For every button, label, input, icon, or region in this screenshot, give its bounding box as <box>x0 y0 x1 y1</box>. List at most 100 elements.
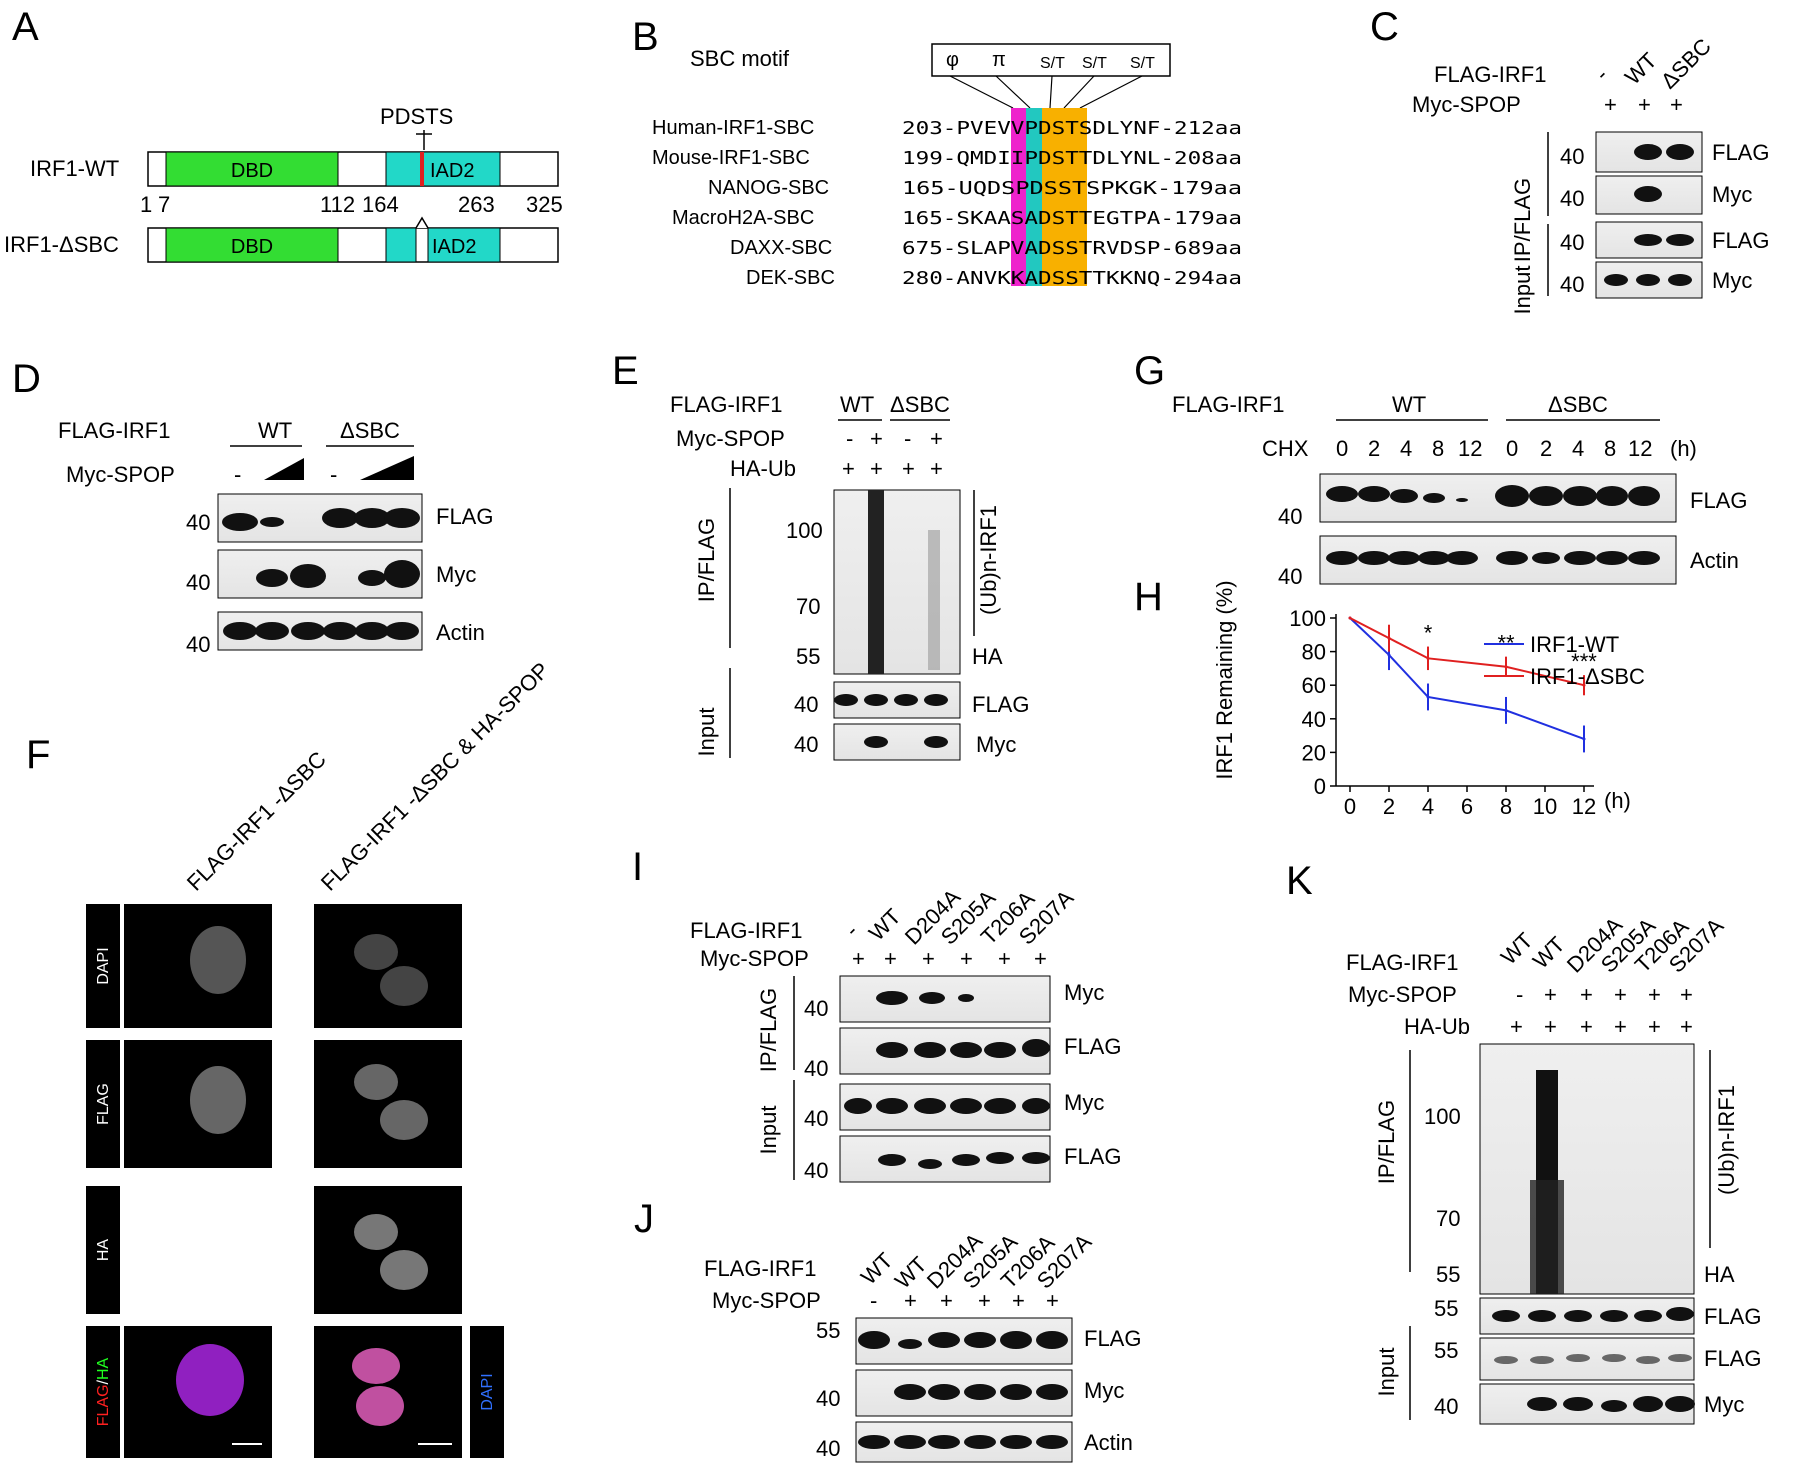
motif-pi: π <box>992 49 1006 71</box>
i-blot-1 <box>839 975 1051 1023</box>
h-x-tick-label: 2 <box>1383 794 1395 819</box>
f-row-merge: FLAG/HA <box>95 1357 112 1426</box>
c-side-input: Input <box>1510 266 1535 315</box>
g-blot-label-1: FLAG <box>1690 488 1747 513</box>
panel-f: F FLAG-IRF1 -ΔSBC FLAG-IRF1 -ΔSBC & HA-S… <box>26 657 554 1458</box>
j-spop-0: - <box>870 1288 877 1313</box>
i-flag-irf1: FLAG-IRF1 <box>690 918 802 943</box>
k-side-input: Input <box>1374 1348 1399 1397</box>
h-point <box>1387 636 1391 640</box>
e-spop-0: - <box>846 426 853 451</box>
seq-3: 165-SKAASADSTTEGTPA-179aa <box>902 208 1242 229</box>
pos-325: 325 <box>526 192 563 217</box>
c-lane-1: WT <box>1620 48 1662 90</box>
k-ub-5: + <box>1680 1014 1693 1039</box>
k-spop-2: + <box>1580 982 1593 1007</box>
seq-name-4: DAXX-SBC <box>730 237 832 259</box>
k-blot-ip <box>1479 1043 1695 1295</box>
i-spop-3: + <box>960 946 973 971</box>
c-mw-1: 40 <box>1560 144 1584 169</box>
pos-112: 112 <box>320 192 355 217</box>
e-myc-spop: Myc-SPOP <box>676 426 785 451</box>
j-blot-label-2: Myc <box>1084 1378 1124 1403</box>
panel-label-f: F <box>26 733 50 777</box>
f-img-flag-2 <box>314 1040 462 1168</box>
h-legend: IRF1-WT IRF1-ΔSBC <box>1484 632 1645 689</box>
motif-box <box>931 43 1171 77</box>
panel-b: B SBC motif φ π S/T S/T S/T Human-IRF1-S… <box>632 15 1242 289</box>
k-mw-100: 100 <box>1424 1104 1461 1129</box>
c-flag-irf1: FLAG-IRF1 <box>1434 62 1546 87</box>
j-spop-4: + <box>1012 1288 1025 1313</box>
irf1-dsbc-label: IRF1-ΔSBC <box>4 232 119 257</box>
k-ub-1: + <box>1544 1014 1557 1039</box>
panel-label-j: J <box>634 1197 654 1241</box>
c-blot-label-2: Myc <box>1712 182 1752 207</box>
c-side-ip: IP/FLAG <box>1510 178 1535 262</box>
f-row-dapi: DAPI <box>95 947 112 984</box>
e-side-ip: IP/FLAG <box>694 518 719 602</box>
c-spop-1: + <box>1638 92 1651 117</box>
e-ub-smear <box>868 490 884 674</box>
k-blot-label-1: FLAG <box>1704 1304 1761 1329</box>
j-mw-1: 55 <box>816 1318 840 1343</box>
panel-g: G FLAG-IRF1 WT ΔSBC CHX 0 2 4 8 12 0 2 4… <box>1134 349 1747 589</box>
j-blot-label-1: FLAG <box>1084 1326 1141 1351</box>
e-group-wt: WT <box>840 392 874 417</box>
e-mw-1: 40 <box>794 692 818 717</box>
c-spop-0: + <box>1604 92 1617 117</box>
h-significance: *** <box>1571 649 1597 674</box>
c-mw-2: 40 <box>1560 186 1584 211</box>
dbd-domain-wt <box>165 151 339 187</box>
pos-164: 164 <box>362 192 399 217</box>
k-spop-5: + <box>1680 982 1693 1007</box>
g-mw-2: 40 <box>1278 564 1302 589</box>
motif-highlight-orange <box>1042 108 1087 286</box>
j-blot-myc <box>855 1369 1073 1417</box>
h-x-tick-label: 10 <box>1533 794 1557 819</box>
h-point <box>1387 653 1391 657</box>
g-blot-label-2: Actin <box>1690 548 1739 573</box>
k-flag-irf1: FLAG-IRF1 <box>1346 950 1458 975</box>
d-flag-irf1: FLAG-IRF1 <box>58 418 170 443</box>
j-blot-flag <box>855 1317 1073 1365</box>
k-mw-2: 55 <box>1434 1338 1458 1363</box>
i-mw-4: 40 <box>804 1158 828 1183</box>
g-t-8: 8 <box>1604 436 1616 461</box>
g-group-dsbc: ΔSBC <box>1548 392 1608 417</box>
j-flag-irf1: FLAG-IRF1 <box>704 1256 816 1281</box>
k-spop-4: + <box>1648 982 1661 1007</box>
j-spop-5: + <box>1046 1288 1059 1313</box>
e-ub-2: + <box>902 456 915 481</box>
g-flag-irf1: FLAG-IRF1 <box>1172 392 1284 417</box>
i-spop-4: + <box>998 946 1011 971</box>
panel-a: A PDSTS IRF1-WT DBD IAD2 1 7 112 164 263… <box>4 5 563 263</box>
f-row-flag: FLAG <box>95 1083 112 1125</box>
panel-h: H IRF1 Remaining (%) 0 2 4 6 8 10 12 0 20 40 60 80 1… <box>1134 575 1645 819</box>
dbd-domain-dsbc <box>165 227 339 263</box>
e-ha-ub: HA-Ub <box>730 456 796 481</box>
g-t-7: 4 <box>1572 436 1584 461</box>
i-blot-label-3: Myc <box>1064 1090 1104 1115</box>
h-axes: 0 2 4 6 8 10 12 0 20 40 60 80 100 <box>1289 606 1596 819</box>
h-significance: * <box>1424 621 1433 646</box>
d-wedge-dsbc <box>360 456 414 480</box>
k-side-ip: IP/FLAG <box>1374 1100 1399 1184</box>
d-group-dsbc: ΔSBC <box>340 418 400 443</box>
h-point <box>1504 708 1508 712</box>
i-mw-2: 40 <box>804 1056 828 1081</box>
c-mw-4: 40 <box>1560 272 1584 297</box>
k-blot-label-3: Myc <box>1704 1392 1744 1417</box>
c-blot-label-1: FLAG <box>1712 140 1769 165</box>
e-blot-label-2: Myc <box>976 732 1016 757</box>
iad2-label-dsbc: IAD2 <box>432 236 476 258</box>
j-spop-2: + <box>940 1288 953 1313</box>
c-mw-3: 40 <box>1560 230 1584 255</box>
c-blot-label-4: Myc <box>1712 268 1752 293</box>
i-side-ip: IP/FLAG <box>756 988 781 1072</box>
i-blot-4 <box>839 1135 1051 1183</box>
c-lane-2: ΔSBC <box>1656 33 1716 93</box>
i-blot-label-1: Myc <box>1064 980 1104 1005</box>
k-mw-70: 70 <box>1436 1206 1460 1231</box>
pos-1: 1 <box>140 192 152 217</box>
